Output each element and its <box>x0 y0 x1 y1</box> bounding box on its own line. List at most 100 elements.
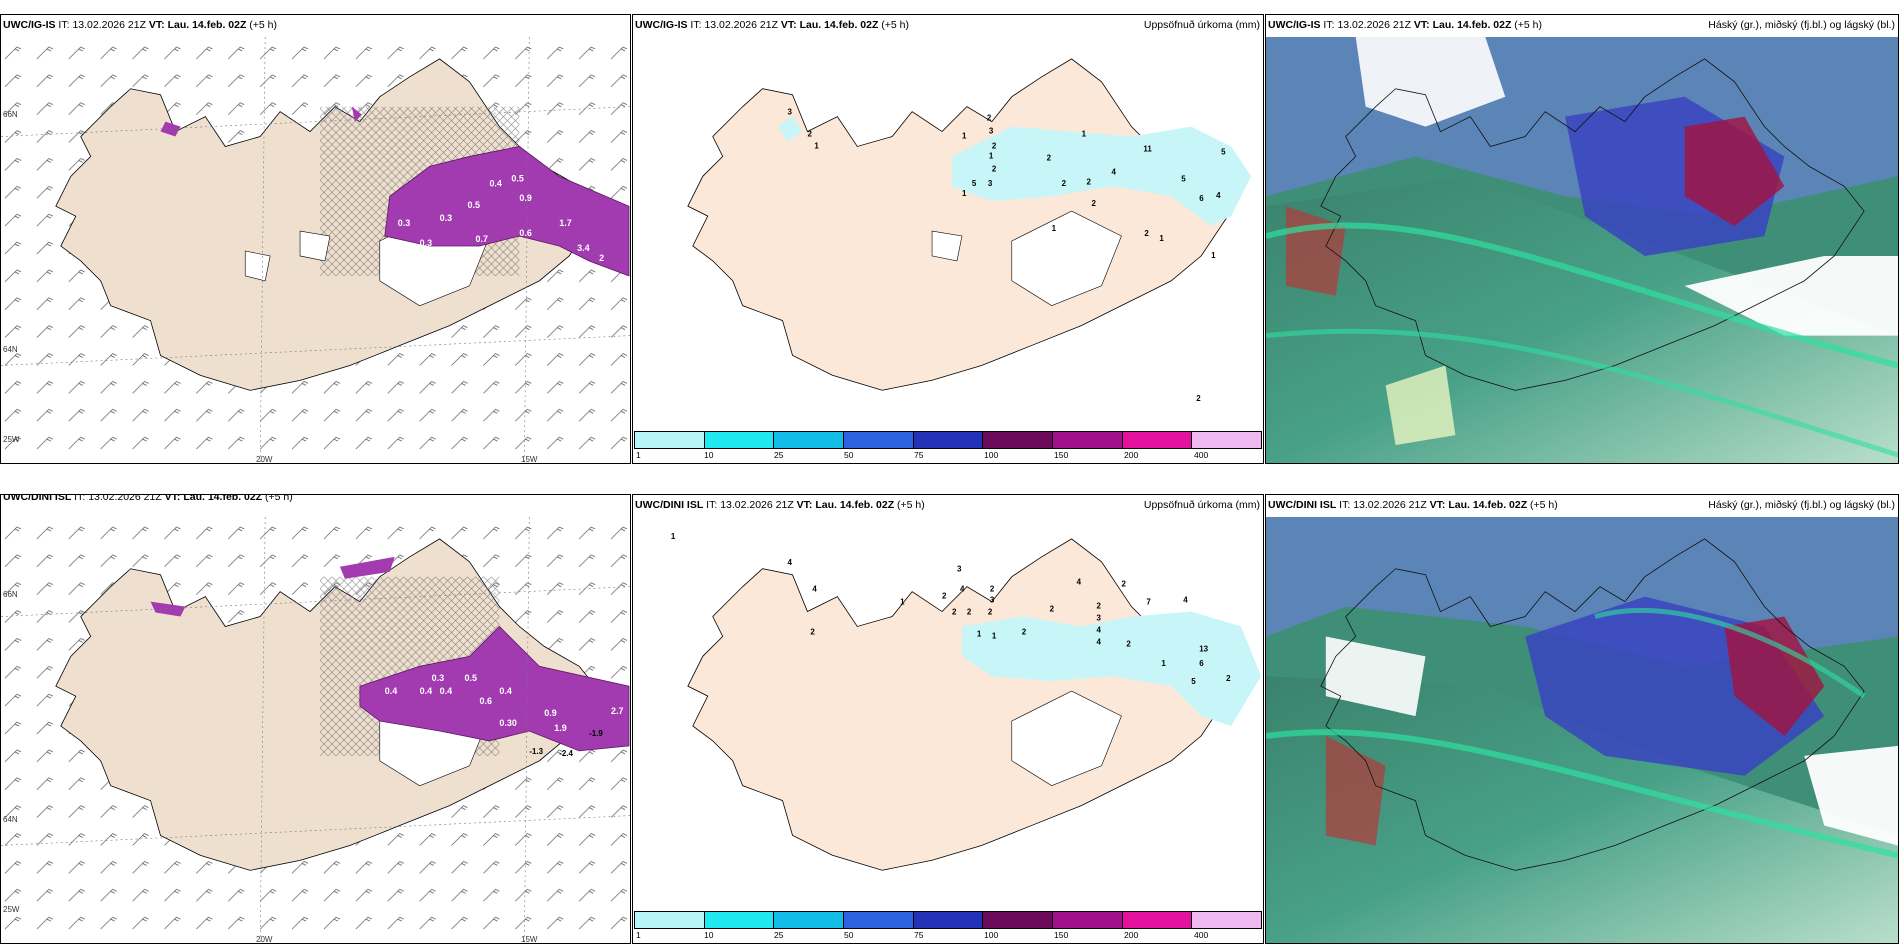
panel-header: UWC/IG-IS IT: 13.02.2026 21Z VT: Lau. 14… <box>3 19 278 31</box>
panel-header: UWC/IG-IS IT: 13.02.2026 21Z VT: Lau. 14… <box>1268 19 1543 31</box>
wind-barb-map[interactable]: 0.4 0.3 0.4 0.6 0.5 0.4 0.4 0.30 0.9 1.9… <box>1 517 630 943</box>
precip-value: 2 <box>990 585 995 594</box>
legend-tick: 100 <box>984 450 999 460</box>
wind-barb-map[interactable]: 0.3 0.3 0.5 0.4 0.5 0.7 0.6 1.7 3.4 2 0.… <box>1 37 630 463</box>
precip-value: 13 <box>1199 644 1208 653</box>
panel-bottom-left: UWC/DINI ISL IT: 13.02.2026 21Z VT: Lau.… <box>0 494 631 944</box>
precip-value: 3 <box>1097 613 1102 622</box>
precip-value: 1 <box>1052 224 1057 233</box>
precip-value: 1 <box>671 532 676 541</box>
precip-value: 1 <box>962 131 967 140</box>
precip-value: 1 <box>814 141 819 150</box>
legend-ticks: 1 10 25 50 75 100 150 200 400 <box>634 450 1262 462</box>
pressure-label: -1.9 <box>589 729 603 738</box>
legend-tick: 100 <box>984 930 999 940</box>
pressure-label: 2 <box>599 253 604 263</box>
precip-value: 2 <box>1126 639 1131 648</box>
precip-value: 2 <box>1022 627 1027 636</box>
precip-value: 3 <box>788 108 793 117</box>
legend-tick: 75 <box>914 930 924 940</box>
precip-value: 2 <box>988 608 993 617</box>
precip-value: 4 <box>960 585 965 594</box>
panel-top-right: UWC/IG-IS IT: 13.02.2026 21Z VT: Lau. 14… <box>1265 14 1899 464</box>
precip-value: 7 <box>1146 598 1151 607</box>
precip-value: 1 <box>992 631 997 640</box>
pressure-label: 0.6 <box>519 228 531 238</box>
precip-value: 4 <box>1183 596 1188 605</box>
legend-swatch <box>913 432 984 448</box>
precip-value: 2 <box>810 627 815 636</box>
panel-top-middle: UWC/IG-IS IT: 13.02.2026 21Z VT: Lau. 14… <box>632 14 1264 464</box>
panel-header: UWC/IG-IS IT: 13.02.2026 21Z VT: Lau. 14… <box>635 19 910 31</box>
precip-value: 5 <box>1181 174 1186 183</box>
precip-value: 1 <box>1211 251 1216 260</box>
precip-value: 4 <box>788 558 793 567</box>
precip-value: 1 <box>962 189 967 198</box>
panel-header: UWC/DINI ISL IT: 13.02.2026 21Z VT: Lau.… <box>635 499 925 511</box>
panel-bottom-right: UWC/DINI ISL IT: 13.02.2026 21Z VT: Lau.… <box>1265 494 1899 944</box>
legend-swatch <box>704 912 775 928</box>
legend-swatch <box>1053 912 1123 928</box>
precip-value: 2 <box>1097 602 1102 611</box>
panel-title: Háský (gr.), miðský (fj.bl.) og lágský (… <box>1708 499 1895 511</box>
precip-value: 1 <box>977 629 982 638</box>
legend-swatch <box>983 432 1054 448</box>
panel-top-left: UWC/IG-IS IT: 13.02.2026 21Z VT: Lau. 14… <box>0 14 631 464</box>
legend-swatch <box>1192 432 1262 448</box>
precip-value: 2 <box>1062 179 1067 188</box>
legend-swatch <box>844 912 914 928</box>
pressure-label: 0.5 <box>465 673 477 683</box>
precip-value: 6 <box>1199 659 1204 668</box>
lon-label: 25W <box>3 435 20 444</box>
precip-value: 2 <box>1196 394 1201 403</box>
pressure-label: 0.6 <box>479 696 491 706</box>
legend-swatch <box>1122 912 1193 928</box>
pressure-label: 0.4 <box>420 686 432 696</box>
lon-label: 25W <box>3 905 20 914</box>
precip-map[interactable]: 1 4 4 2 1 3 2 4 2 2 2 3 2 1 1 2 4 2 2 3 … <box>633 517 1263 913</box>
lat-label: 64N <box>3 345 18 354</box>
precip-value: 4 <box>1097 637 1102 646</box>
lon-label: 15W <box>521 935 538 944</box>
pressure-label: 0.5 <box>468 200 480 210</box>
precip-value: 3 <box>957 565 962 574</box>
pressure-label: 0.5 <box>511 173 523 183</box>
panel-header: UWC/DINI ISL IT: 13.02.2026 21Z VT: Lau.… <box>3 494 293 503</box>
precip-value: 1 <box>1082 130 1087 139</box>
precip-map[interactable]: 3 2 1 1 2 3 1 2 1 2 2 5 3 2 2 1 4 2 11 5… <box>633 37 1263 433</box>
legend-swatch <box>774 912 845 928</box>
lon-label: 20W <box>256 455 273 464</box>
precip-value: 11 <box>1143 144 1152 153</box>
precip-value: 2 <box>1226 674 1231 683</box>
precip-value: 4 <box>1111 167 1116 176</box>
legend-tick: 1 <box>636 450 641 460</box>
legend-swatch <box>774 432 845 448</box>
precip-value: 2 <box>1092 199 1097 208</box>
precip-value: 5 <box>1191 677 1196 686</box>
precip-value: 2 <box>1050 605 1055 614</box>
legend-ticks: 1 10 25 50 75 100 150 200 400 <box>634 930 1262 942</box>
pressure-label: 0.30 <box>499 718 516 728</box>
precip-value: 4 <box>812 585 817 594</box>
pressure-label: 0.4 <box>499 686 511 696</box>
precip-value: 2 <box>1087 177 1092 186</box>
panel-header: UWC/DINI ISL IT: 13.02.2026 21Z VT: Lau.… <box>1268 499 1558 511</box>
lat-label: 66N <box>3 110 18 119</box>
legend-tick: 25 <box>774 450 784 460</box>
precip-value: 3 <box>990 596 995 605</box>
panel-title: Háský (gr.), miðský (fj.bl.) og lágský (… <box>1708 19 1895 31</box>
legend-tick: 200 <box>1124 930 1139 940</box>
legend-tick: 150 <box>1054 930 1069 940</box>
cloud-map[interactable] <box>1266 517 1898 943</box>
precip-value: 2 <box>942 592 947 601</box>
legend-tick: 75 <box>914 450 924 460</box>
precip-value: 1 <box>900 598 905 607</box>
pressure-label: 0.9 <box>519 193 531 203</box>
panel-title: Uppsöfnuð úrkoma (mm) <box>1143 499 1260 511</box>
legend-swatch <box>635 432 705 448</box>
legend-swatch <box>983 912 1054 928</box>
cloud-map[interactable] <box>1266 37 1898 463</box>
precip-value: 1 <box>989 151 994 160</box>
lat-label: 64N <box>3 815 18 824</box>
legend-swatch <box>704 432 775 448</box>
